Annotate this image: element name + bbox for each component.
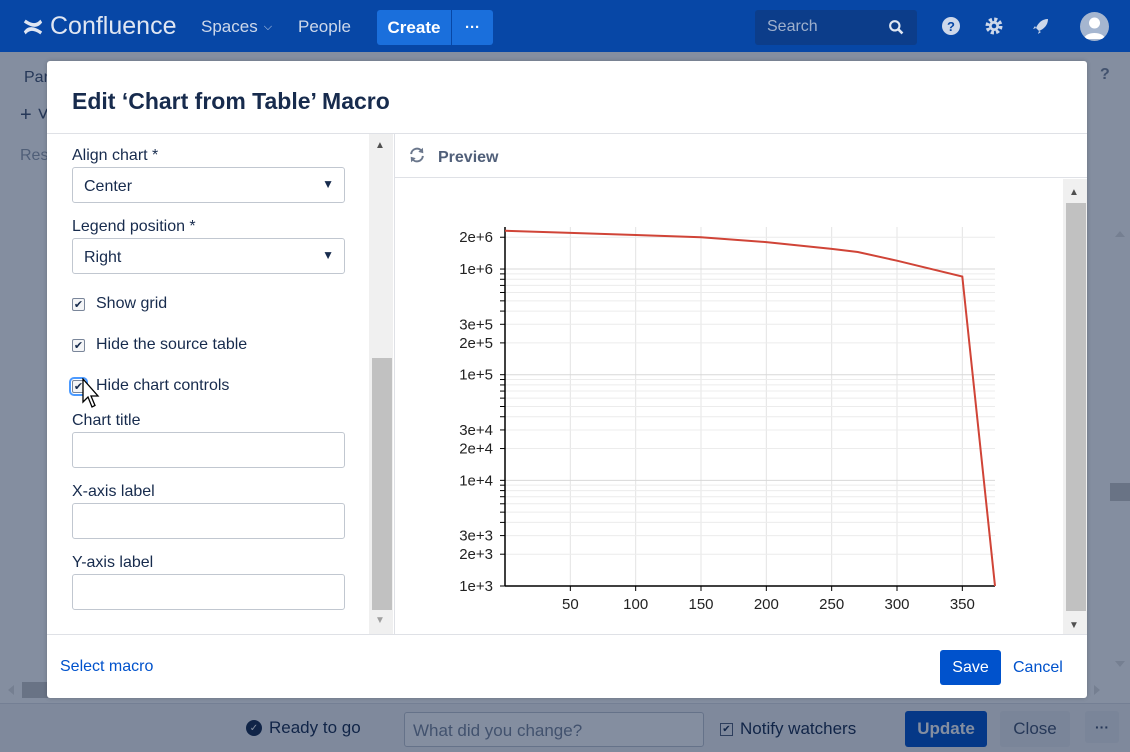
scrollbar-thumb[interactable] <box>1066 203 1086 611</box>
checkbox-checked-icon: ✔ <box>72 297 85 311</box>
select-macro-link[interactable]: Select macro <box>60 658 154 675</box>
macro-edit-dialog: Edit ‘Chart from Table’ Macro Align char… <box>47 61 1087 698</box>
y-tick-label: 1e+4 <box>459 472 493 489</box>
dropdown-arrow-icon: ▼ <box>322 248 334 262</box>
x-tick-label: 50 <box>562 596 579 613</box>
search-input[interactable]: Search <box>755 10 917 45</box>
rocket-icon[interactable] <box>1031 16 1051 36</box>
hide-chart-controls-checkbox[interactable]: ✔ Hide chart controls <box>69 376 230 396</box>
checkbox-checked-icon: ✔ <box>72 338 85 352</box>
preview-panel: Preview 50 100 150 200 250 300 350 2e+6 1e+6 3e+5… <box>394 134 1087 634</box>
y-tick-label: 2e+6 <box>459 229 493 246</box>
divider <box>47 634 1087 635</box>
y-tick-label: 1e+3 <box>459 578 493 595</box>
save-button[interactable]: Save <box>940 650 1001 685</box>
align-chart-value: Center <box>84 178 133 195</box>
series-line <box>504 229 996 587</box>
user-icon <box>1084 17 1105 39</box>
y-tick-label: 1e+6 <box>459 261 493 278</box>
chart-title-input[interactable] <box>72 432 345 468</box>
mouse-cursor-icon <box>82 378 100 408</box>
x-tick-label: 150 <box>688 596 713 613</box>
scroll-down-icon[interactable]: ▼ <box>375 615 385 626</box>
confluence-logo-icon <box>23 19 43 34</box>
help-icon[interactable]: ? <box>941 16 961 36</box>
create-more-button[interactable]: ··· <box>452 10 493 45</box>
y-tick-label: 1e+5 <box>459 367 493 384</box>
hide-source-table-label: Hide the source table <box>96 336 248 353</box>
x-tick-label: 100 <box>623 596 648 613</box>
y-tick-label: 2e+4 <box>459 441 493 458</box>
x-axis-label-label: X-axis label <box>72 483 155 500</box>
avatar[interactable] <box>1080 12 1109 41</box>
dialog-title: Edit ‘Chart from Table’ Macro <box>72 88 390 114</box>
scroll-up-icon[interactable]: ▲ <box>1069 187 1079 198</box>
preview-scrollbar[interactable]: ▲ ▼ <box>1063 179 1087 634</box>
legend-position-select[interactable]: Right ▼ <box>72 238 345 274</box>
confluence-logo[interactable]: Confluence <box>22 12 176 41</box>
create-button[interactable]: Create <box>377 10 451 45</box>
show-grid-label: Show grid <box>96 295 168 312</box>
line-chart: 50 100 150 200 250 300 350 2e+6 1e+6 3e+5 2e+5 1e+5… <box>459 227 996 613</box>
show-grid-checkbox[interactable]: ✔ Show grid <box>72 295 167 313</box>
macro-params-panel: Align chart * Center ▼ Legend position *… <box>47 134 369 634</box>
y-tick-label: 2e+3 <box>459 546 493 563</box>
x-tick-label: 250 <box>819 596 844 613</box>
nav-spaces-label: Spaces <box>201 17 258 36</box>
dropdown-arrow-icon: ▼ <box>322 177 334 191</box>
scroll-up-icon[interactable]: ▲ <box>375 140 385 151</box>
x-tick-label: 200 <box>754 596 779 613</box>
align-chart-select[interactable]: Center ▼ <box>72 167 345 203</box>
preview-label: Preview <box>438 149 499 166</box>
y-axis-label-label: Y-axis label <box>72 554 154 571</box>
search-icon <box>889 20 904 35</box>
nav-spaces[interactable]: Spaces ⌵ <box>201 17 272 37</box>
x-axis-label-input[interactable] <box>72 503 345 539</box>
align-chart-label: Align chart * <box>72 147 159 164</box>
refresh-icon[interactable] <box>408 146 426 164</box>
hide-source-table-checkbox[interactable]: ✔ Hide the source table <box>72 336 247 354</box>
legend-position-label: Legend position * <box>72 218 196 235</box>
chart-title-label: Chart title <box>72 412 141 429</box>
divider <box>47 133 1087 134</box>
search-placeholder: Search <box>767 18 818 35</box>
preview-header: Preview <box>395 134 1087 178</box>
logo-text: Confluence <box>50 12 177 40</box>
params-scrollbar[interactable]: ▲ ▼ <box>369 134 393 634</box>
y-tick-label: 3e+4 <box>459 422 493 439</box>
x-tick-label: 300 <box>884 596 909 613</box>
y-tick-label: 2e+5 <box>459 335 493 352</box>
nav-people[interactable]: People <box>298 17 351 36</box>
cancel-button[interactable]: Cancel <box>1013 659 1063 676</box>
chevron-down-icon: ⌵ <box>263 21 273 33</box>
gear-icon[interactable] <box>984 16 1004 36</box>
help-icon[interactable]: ? <box>1100 66 1110 83</box>
chart-preview: 50 100 150 200 250 300 350 2e+6 1e+6 3e+5 2e+5 1e+5… <box>395 179 1063 634</box>
scrollbar-thumb[interactable] <box>372 358 392 610</box>
svg-text:?: ? <box>947 19 955 34</box>
scroll-down-icon[interactable]: ▼ <box>1069 620 1079 631</box>
y-axis-label-input[interactable] <box>72 574 345 610</box>
x-tick-label: 350 <box>950 596 975 613</box>
y-tick-label: 3e+5 <box>459 316 493 333</box>
legend-position-value: Right <box>84 249 122 266</box>
top-nav: Confluence Spaces ⌵ People Create ··· Sea… <box>0 0 1130 52</box>
y-tick-label: 3e+3 <box>459 528 493 545</box>
hide-chart-controls-label: Hide chart controls <box>96 377 230 394</box>
